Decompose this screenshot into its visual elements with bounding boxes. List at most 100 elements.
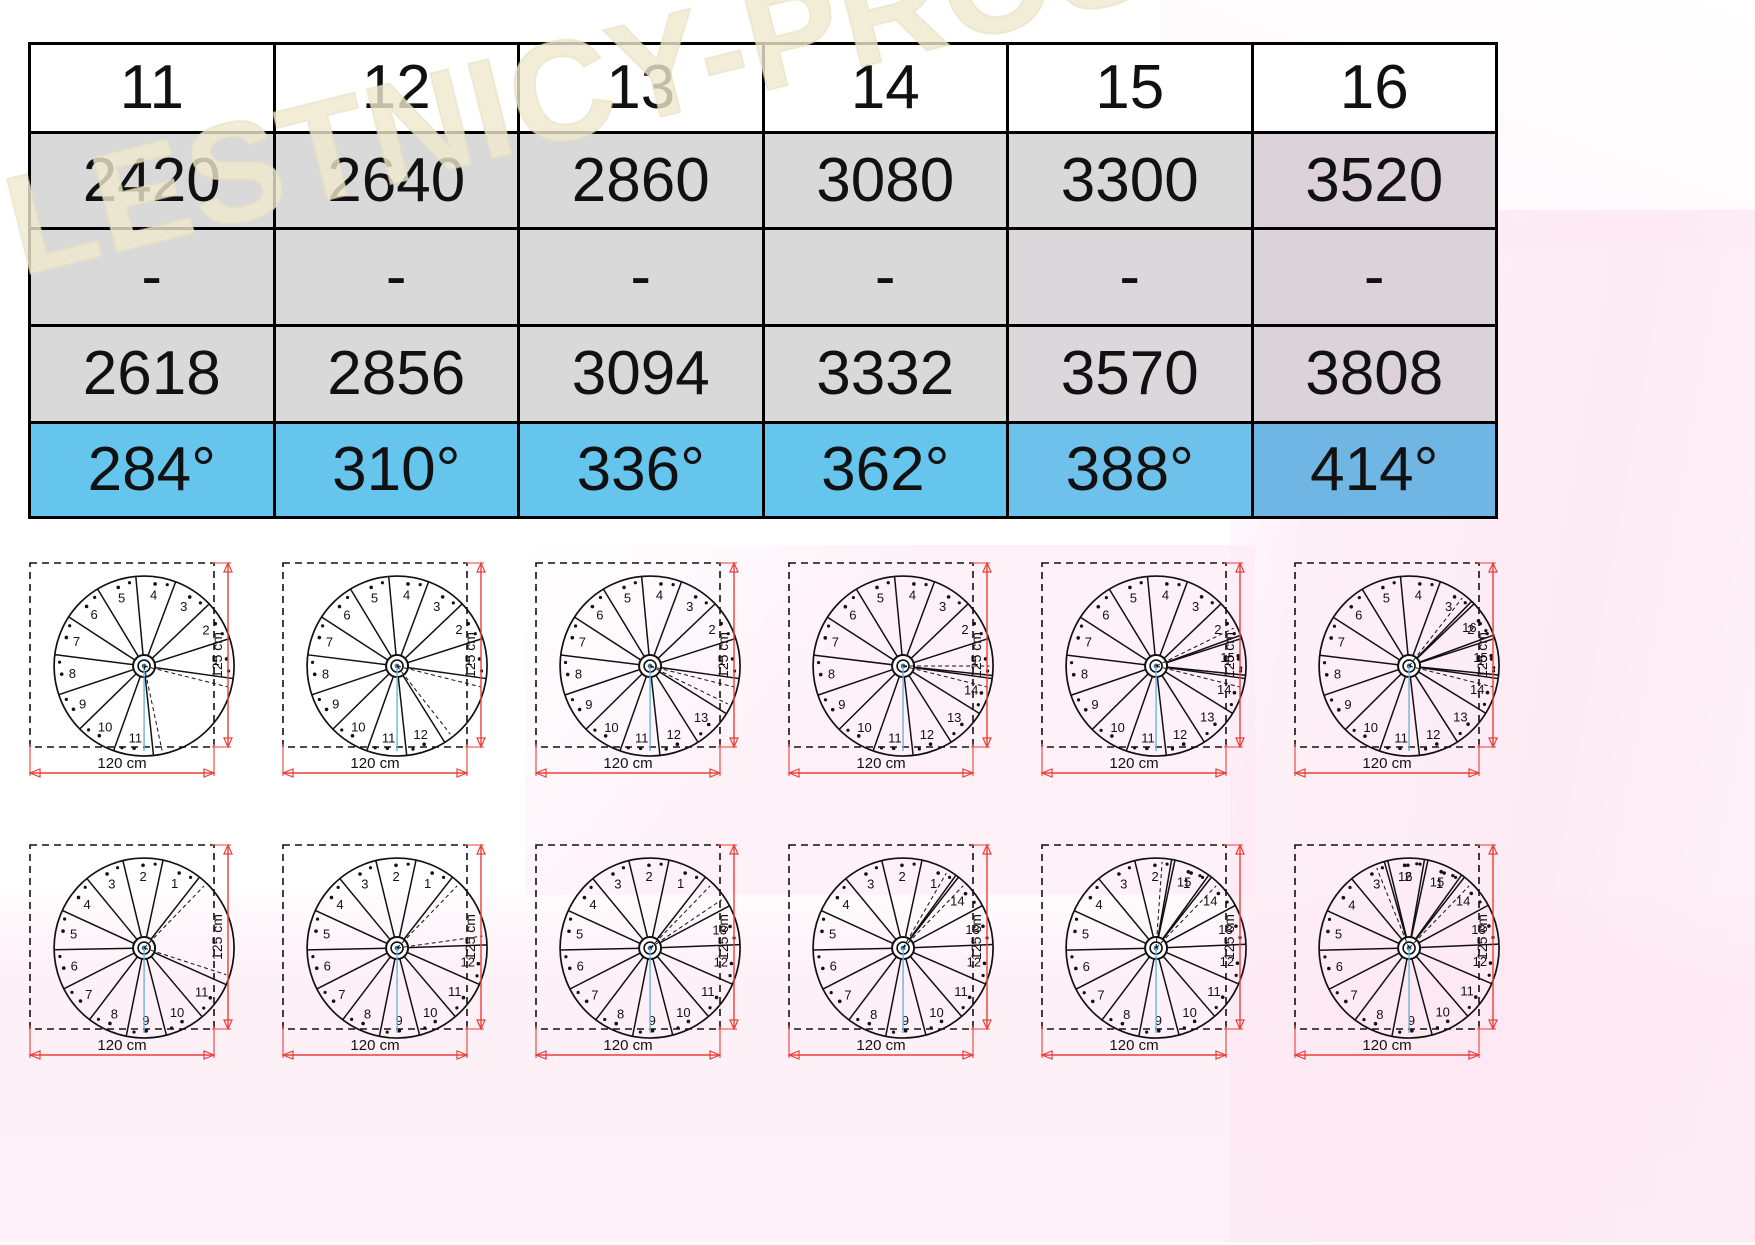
diagram-top-14: 1 2 3 4 5 6 7 8 9 10 11 12 13 14 125 cm 120 cm	[771, 545, 1024, 835]
spiral-stair-spec-table: 11 12 13 14 15 16 2420 2640 2860 3080 33…	[28, 42, 1498, 519]
step-number: 5	[118, 591, 125, 606]
step-number: 3	[433, 599, 440, 614]
cell-price2-12: 2856	[272, 324, 520, 424]
step-number: 9	[142, 1013, 149, 1028]
cell-angle-14: 362°	[761, 421, 1009, 519]
diagram-top-11: 1 2 3 4 5 6 7 8 9 10 11 125 cm 120 cm	[12, 545, 265, 835]
diagram-bottom-11: 1 2 3 4 5 6 7 8 9 10 11 125 cm 120 cm	[12, 827, 265, 1117]
step-number: 3	[361, 877, 368, 892]
step-number: 8	[1123, 1007, 1130, 1022]
step-number: 1	[465, 653, 472, 668]
step-number: 3	[867, 877, 874, 892]
step-number: 11	[635, 731, 649, 746]
step-number: 6	[1355, 608, 1362, 623]
step-number: 1	[424, 876, 431, 891]
step-number: 10	[423, 1005, 437, 1020]
step-number: 4	[909, 588, 916, 603]
step-number: 1	[212, 653, 219, 668]
step-number: 10	[170, 1005, 184, 1020]
step-number: 10	[604, 720, 618, 735]
step-number: 5	[877, 591, 884, 606]
step-number: 14	[1203, 894, 1217, 909]
step-number: 12	[1220, 954, 1234, 969]
step-number: 13	[712, 922, 726, 937]
cell-steps-12: 12	[272, 42, 520, 134]
width-dimension-label: 120 cm	[97, 1037, 146, 1054]
step-number: 1	[718, 653, 725, 668]
width-dimension-label: 120 cm	[1362, 755, 1411, 772]
step-number: 6	[90, 607, 97, 622]
width-dimension-label: 120 cm	[1362, 1037, 1411, 1054]
cell-steps-14: 14	[761, 42, 1009, 134]
width-dimension-label: 120 cm	[856, 1037, 905, 1054]
diagram-bottom-14: 1 2 3 4 5 6 7 8 9 10 11 12 13 14 125 cm 120 cm	[771, 827, 1024, 1117]
height-dimension-label: 125 cm	[1474, 632, 1490, 678]
height-dimension-label: 125 cm	[715, 632, 731, 678]
width-dimension: 120 cm	[28, 744, 216, 778]
height-dimension-label: 125 cm	[1221, 914, 1237, 960]
step-number: 10	[676, 1005, 690, 1020]
step-number: 6	[849, 607, 856, 622]
cell-angle-15: 388°	[1006, 421, 1254, 519]
step-number: 12	[1426, 727, 1440, 742]
step-number: 9	[838, 697, 845, 712]
step-number: 4	[656, 588, 663, 603]
step-number: 1	[930, 876, 937, 891]
cell-steps-11: 11	[28, 42, 276, 134]
step-number: 11	[1207, 984, 1221, 999]
step-number: 5	[1335, 927, 1342, 942]
step-number: 3	[686, 599, 693, 614]
step-number: 8	[69, 666, 76, 681]
step-number: 11	[888, 731, 902, 746]
step-number: 14	[1456, 894, 1470, 909]
step-number: 14	[1217, 682, 1231, 697]
cell-dash-13: -	[517, 227, 765, 327]
height-dimension: 125 cm	[209, 561, 233, 749]
height-dimension: 125 cm	[1221, 561, 1245, 749]
step-number: 7	[338, 987, 345, 1002]
diagram-column-11: 1 2 3 4 5 6 7 8 9 10 11 125 cm 120 cm 1 2 3 4 5 6 7 8 9 10 11 12…	[12, 545, 265, 1245]
step-number: 1	[1224, 653, 1231, 668]
cell-price1-16: 3520	[1250, 131, 1498, 230]
width-dimension-label: 120 cm	[350, 755, 399, 772]
step-number: 13	[1453, 710, 1467, 725]
height-dimension: 125 cm	[462, 561, 486, 749]
step-number: 8	[1334, 667, 1341, 682]
diagram-bottom-12: 1 2 3 4 5 6 7 8 9 10 11 12 125 cm 120 cm	[265, 827, 518, 1117]
diagram-column-12: 1 2 3 4 5 6 7 8 9 10 11 12 125 cm 120 cm 1 2 3 4 5 6 7 8 9 10 11…	[265, 545, 518, 1245]
step-number: 13	[694, 710, 708, 725]
width-dimension-label: 120 cm	[1109, 755, 1158, 772]
step-number: 10	[351, 720, 365, 735]
step-number: 10	[1182, 1005, 1196, 1020]
cell-angle-16: 414°	[1250, 421, 1498, 519]
width-dimension-label: 120 cm	[97, 755, 146, 772]
diagram-top-15: 1 2 3 4 5 6 7 8 9 10 11 12 13 14 15 125 cm 120 cm	[1024, 545, 1277, 835]
cell-dash-15: -	[1006, 227, 1254, 327]
step-number: 12	[967, 954, 981, 969]
step-number: 11	[954, 984, 968, 999]
step-number: 8	[828, 666, 835, 681]
step-number: 5	[624, 591, 631, 606]
width-dimension-label: 120 cm	[1109, 1037, 1158, 1054]
step-number: 4	[1348, 897, 1355, 912]
step-number: 7	[1350, 988, 1357, 1003]
step-number: 9	[79, 697, 86, 712]
step-number: 11	[1460, 984, 1474, 999]
cell-price2-15: 3570	[1006, 324, 1254, 424]
diagram-top-16: 1 2 3 4 5 6 7 8 9 10 11 12 13 14 15 16 125 cm 120 cm	[1277, 545, 1530, 835]
step-number: 5	[1082, 927, 1089, 942]
step-number: 11	[195, 984, 209, 999]
step-number: 11	[701, 984, 715, 999]
diagram-column-13: 1 2 3 4 5 6 7 8 9 10 11 12 13 125 cm 120 cm 1 2 3 4 5 6 7 8 9 10…	[518, 545, 771, 1245]
cell-angle-13: 336°	[517, 421, 765, 519]
